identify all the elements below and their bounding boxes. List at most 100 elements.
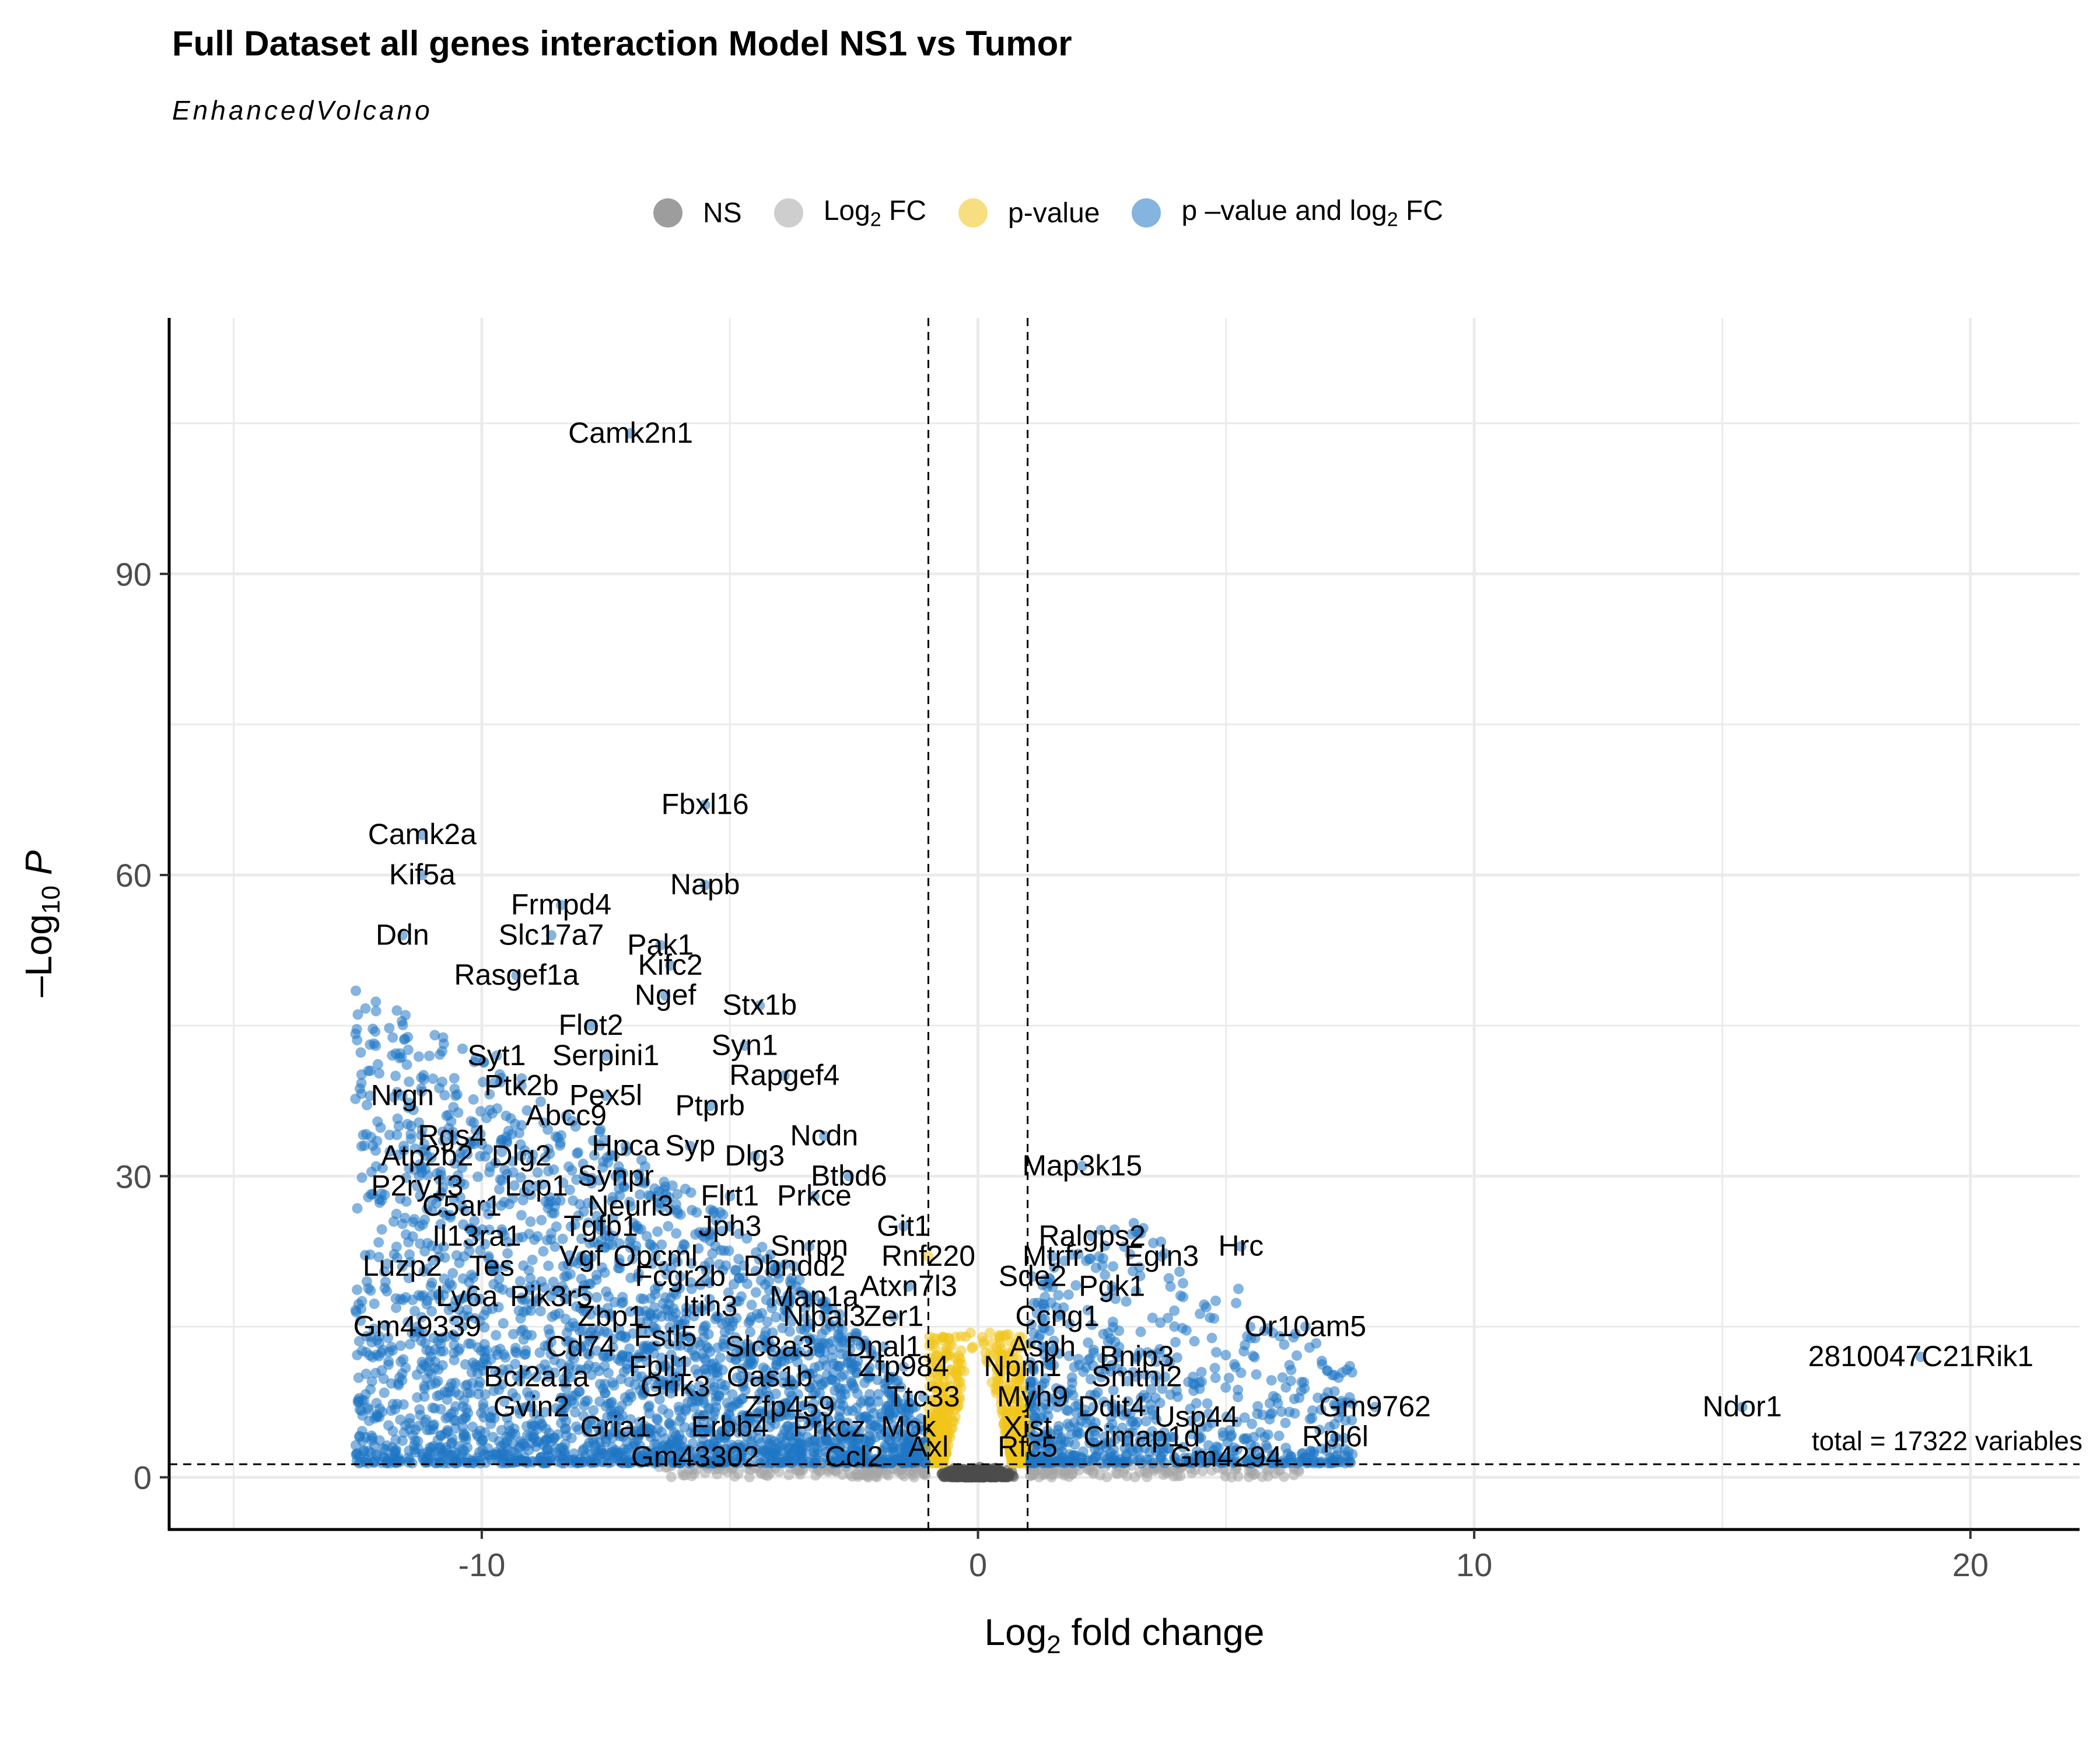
data-point — [663, 1408, 674, 1419]
data-point — [414, 1404, 425, 1415]
data-point — [555, 1138, 566, 1149]
data-point — [827, 1344, 838, 1355]
data-point — [405, 1121, 416, 1132]
data-point — [1101, 1472, 1112, 1483]
data-point — [989, 1472, 1000, 1483]
data-point — [538, 1246, 549, 1257]
data-point — [680, 1184, 691, 1195]
data-point — [1090, 1451, 1101, 1462]
data-point — [687, 1205, 698, 1216]
data-point — [1088, 1347, 1099, 1358]
legend-label-pvalue: p-value — [1008, 197, 1100, 229]
data-point — [1206, 1332, 1217, 1343]
data-point — [352, 1035, 363, 1046]
legend-label-ns: NS — [703, 197, 742, 229]
data-point — [541, 1235, 552, 1246]
data-point — [389, 1448, 400, 1459]
data-point — [453, 1345, 464, 1356]
data-point — [817, 1338, 828, 1349]
data-point — [1223, 1373, 1234, 1384]
data-point — [1188, 1371, 1199, 1382]
data-point — [948, 1467, 959, 1478]
data-point — [475, 1106, 486, 1117]
legend-label-log2fc: Log2 FC — [823, 195, 927, 231]
data-point — [435, 1404, 446, 1415]
data-point — [541, 1434, 552, 1446]
data-point — [569, 1448, 580, 1459]
data-point — [542, 1457, 553, 1468]
data-point — [429, 1363, 440, 1374]
data-point — [603, 1457, 614, 1468]
data-point — [496, 1449, 508, 1460]
data-point — [836, 1393, 847, 1404]
data-point — [478, 1402, 489, 1413]
data-point — [1271, 1392, 1282, 1404]
data-point — [873, 1396, 884, 1407]
data-point — [355, 1047, 366, 1058]
data-point — [1280, 1418, 1291, 1429]
data-point — [370, 1145, 381, 1156]
data-point — [369, 1298, 380, 1310]
data-point — [450, 1401, 461, 1412]
data-point — [1273, 1430, 1284, 1441]
data-point — [589, 1457, 600, 1468]
data-point — [498, 1284, 509, 1295]
data-point — [660, 1304, 671, 1315]
data-point — [888, 1442, 899, 1453]
legend-swatch-pvalue — [958, 198, 988, 228]
data-point — [1327, 1370, 1338, 1381]
data-point — [383, 1346, 394, 1357]
data-point — [561, 1423, 572, 1434]
data-point — [440, 1428, 452, 1439]
data-point — [351, 1449, 362, 1460]
legend-item-log2fc: Log2 FC — [774, 195, 926, 232]
data-point — [660, 1292, 671, 1303]
legend-label-pvalue-and-log2fc: p –value and log2 FC — [1181, 195, 1444, 231]
data-point — [422, 1238, 433, 1249]
data-point — [475, 1425, 486, 1436]
data-point — [730, 1264, 741, 1275]
data-point — [785, 1443, 796, 1454]
legend: NS Log2 FC p-value p –value and log2 FC — [653, 190, 1475, 236]
legend-item-ns: NS — [653, 197, 742, 229]
data-point — [939, 1470, 950, 1481]
data-point — [1249, 1352, 1260, 1363]
data-point — [987, 1338, 998, 1349]
data-point — [363, 1065, 374, 1076]
data-point — [551, 1221, 562, 1232]
data-point — [484, 1450, 495, 1461]
data-point — [383, 1356, 394, 1367]
data-point — [1054, 1468, 1065, 1479]
data-point — [708, 1385, 719, 1396]
data-point — [447, 1268, 459, 1279]
data-point — [403, 1457, 414, 1468]
data-point — [387, 1399, 398, 1410]
data-point — [1210, 1347, 1222, 1358]
data-point — [352, 1284, 363, 1296]
data-point — [566, 1433, 577, 1444]
data-point — [565, 1457, 576, 1468]
data-point — [1066, 1372, 1077, 1383]
data-point — [479, 1346, 490, 1357]
data-point — [371, 1349, 382, 1360]
legend-swatch-log2fc — [774, 198, 803, 228]
chart-title: Full Dataset all genes interaction Model… — [172, 24, 1072, 63]
data-point — [368, 1457, 379, 1468]
data-point — [1276, 1406, 1287, 1417]
data-point — [750, 1287, 761, 1298]
data-point — [1341, 1364, 1352, 1376]
data-point — [379, 1452, 390, 1464]
data-point — [559, 1447, 570, 1458]
data-point — [1165, 1281, 1176, 1292]
data-point — [1289, 1394, 1300, 1405]
data-point — [454, 1257, 465, 1268]
data-point — [357, 1410, 368, 1421]
data-point — [549, 1201, 560, 1212]
data-point — [1178, 1292, 1189, 1303]
data-point — [457, 1043, 468, 1054]
data-point — [366, 1376, 377, 1387]
data-point — [1189, 1336, 1200, 1347]
data-point — [453, 1107, 464, 1118]
data-point — [699, 1321, 710, 1332]
data-point — [699, 1353, 710, 1364]
